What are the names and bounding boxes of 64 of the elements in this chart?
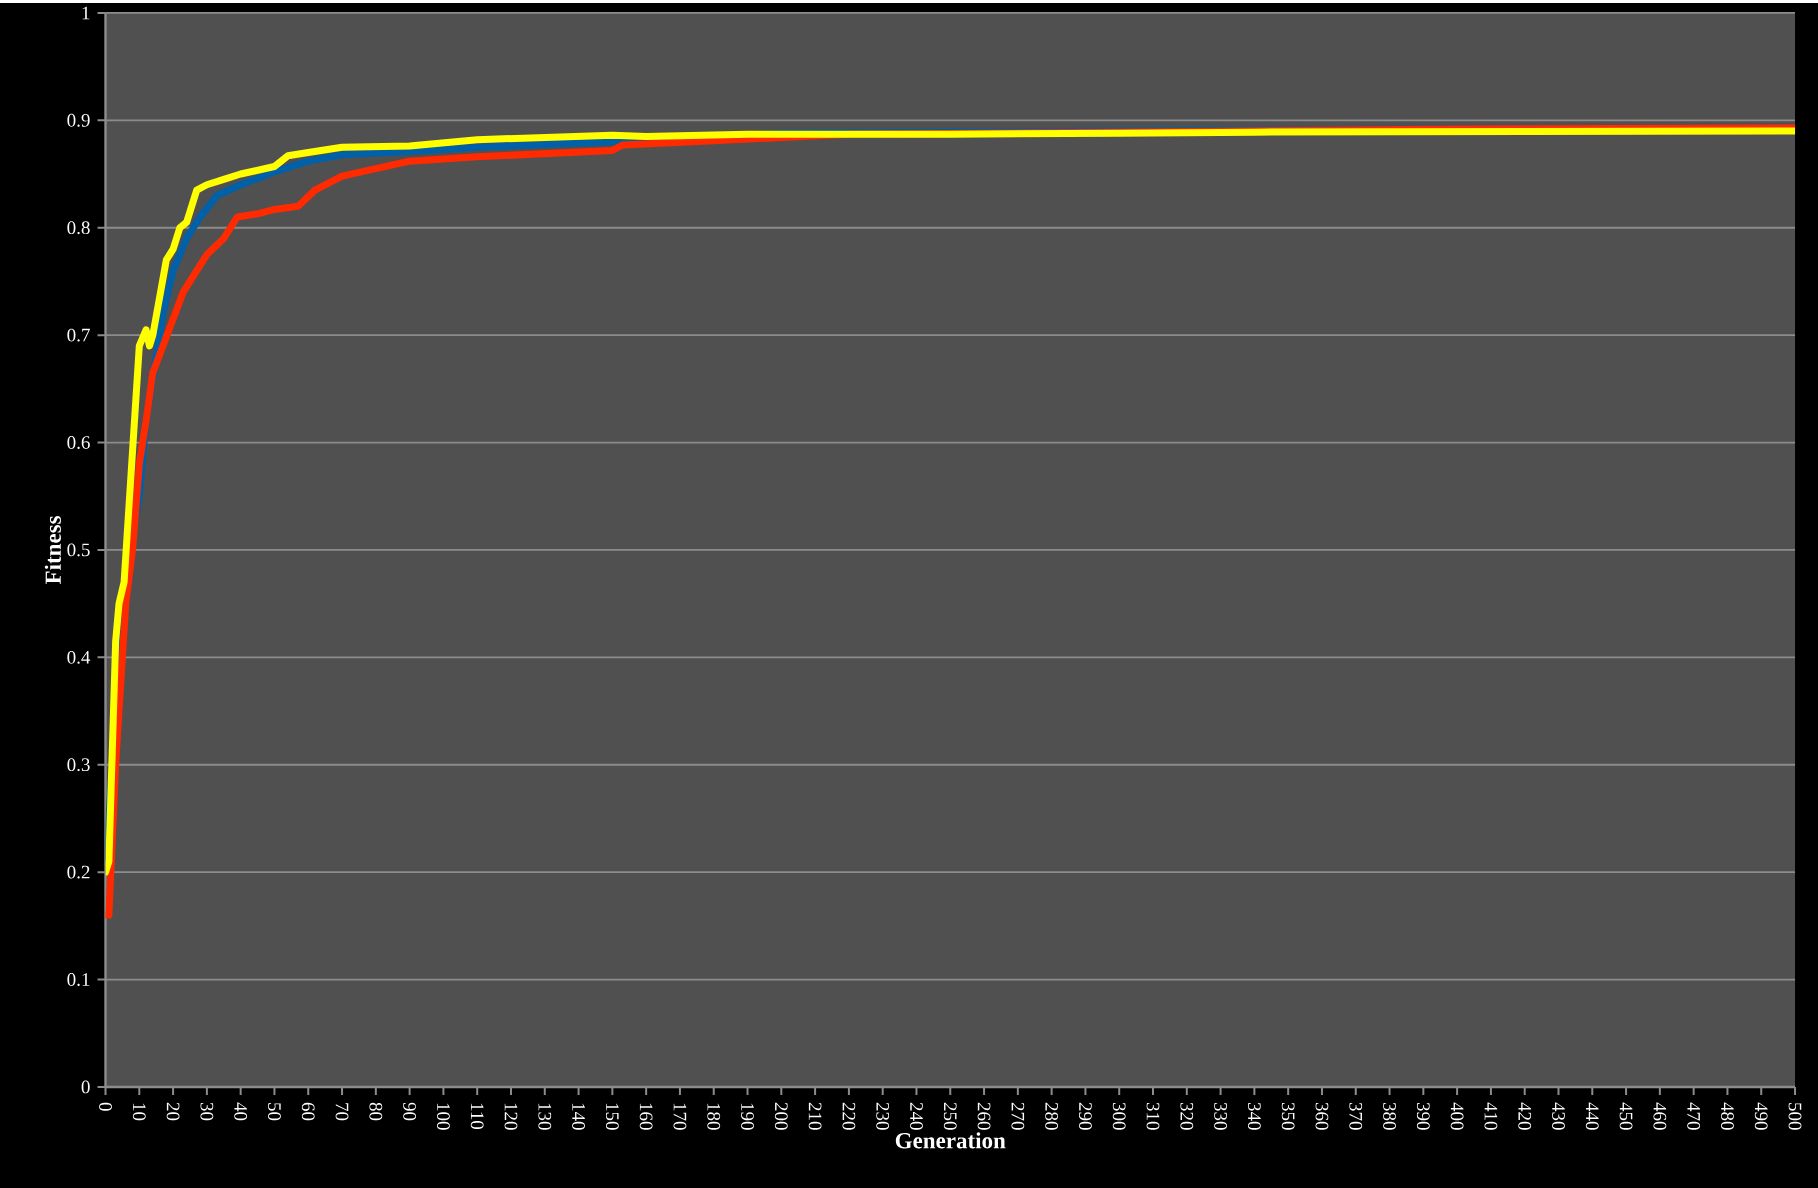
y-tick-label: 0.5	[67, 543, 90, 557]
x-tick-label: 280	[1045, 1102, 1059, 1130]
y-tick-label: 0.1	[67, 973, 90, 987]
x-tick-label: 50	[268, 1103, 281, 1121]
x-tick-label: 230	[876, 1102, 890, 1130]
x-tick-label: 0	[99, 1102, 112, 1111]
x-tick-label: 40	[234, 1102, 248, 1121]
y-tick-label: 1	[82, 6, 90, 20]
x-tick-label: 130	[538, 1103, 552, 1130]
x-tick-label: 210	[808, 1102, 822, 1130]
x-tick-label: 240	[910, 1102, 923, 1130]
x-tick-label: 10	[132, 1103, 146, 1121]
x-tick-label: 160	[639, 1103, 653, 1130]
x-tick-label: 380	[1383, 1102, 1396, 1130]
y-tick-label: 0	[81, 1080, 90, 1094]
x-tick-label: 220	[842, 1102, 856, 1130]
y-tick-label: 0.2	[67, 865, 90, 879]
y-axis-title: Fitness	[44, 516, 61, 585]
x-tick-label: 20	[166, 1102, 180, 1121]
y-tick-label: 0.9	[67, 113, 90, 127]
x-tick-label: 170	[673, 1103, 687, 1130]
x-tick-label: 350	[1281, 1102, 1295, 1130]
y-tick-label: 0.3	[67, 758, 90, 772]
x-tick-label: 310	[1146, 1102, 1160, 1130]
x-tick-label: 320	[1180, 1102, 1194, 1130]
x-tick-label: 260	[977, 1102, 991, 1130]
x-tick-label: 190	[741, 1103, 754, 1130]
y-tick-label: 0.8	[67, 221, 90, 235]
x-tick-label: 250	[943, 1102, 957, 1130]
x-tick-label: 90	[403, 1102, 417, 1121]
x-tick-label: 430	[1552, 1102, 1565, 1130]
x-axis-title: Generation	[895, 1132, 1006, 1149]
x-tick-label: 200	[774, 1102, 788, 1130]
y-tick-label: 0.4	[67, 650, 91, 664]
x-tick-label: 180	[707, 1103, 721, 1130]
x-tick-label: 330	[1214, 1102, 1227, 1130]
x-tick-label: 70	[335, 1103, 349, 1121]
x-tick-label: 60	[301, 1102, 315, 1121]
x-tick-label: 400	[1450, 1102, 1464, 1130]
x-tick-label: 270	[1011, 1102, 1025, 1130]
x-tick-label: 450	[1619, 1102, 1633, 1130]
x-tick-label: 80	[369, 1102, 383, 1121]
x-tick-label: 420	[1518, 1102, 1532, 1130]
x-tick-label: 500	[1788, 1103, 1802, 1130]
x-tick-label: 150	[605, 1103, 619, 1130]
x-tick-label: 290	[1079, 1102, 1092, 1130]
x-tick-label: 300	[1112, 1102, 1126, 1130]
x-tick-label: 120	[504, 1103, 518, 1130]
y-tick-label: 0.6	[67, 436, 90, 450]
x-tick-label: 460	[1653, 1102, 1667, 1130]
x-tick-label: 370	[1349, 1102, 1363, 1130]
x-tick-label: 140	[572, 1103, 585, 1130]
x-tick-label: 100	[437, 1103, 450, 1130]
y-tick-label: 0.7	[67, 328, 90, 342]
x-tick-label: 490	[1754, 1102, 1768, 1130]
x-tick-label: 470	[1687, 1102, 1701, 1130]
x-tick-label: 360	[1315, 1102, 1329, 1130]
x-tick-label: 340	[1247, 1102, 1261, 1130]
x-tick-label: 110	[470, 1103, 484, 1130]
x-tick-label: 30	[200, 1102, 214, 1121]
x-tick-label: 390	[1416, 1102, 1430, 1130]
x-tick-label: 440	[1585, 1102, 1599, 1130]
x-tick-label: 410	[1484, 1102, 1498, 1130]
x-tick-label: 480	[1721, 1102, 1734, 1130]
